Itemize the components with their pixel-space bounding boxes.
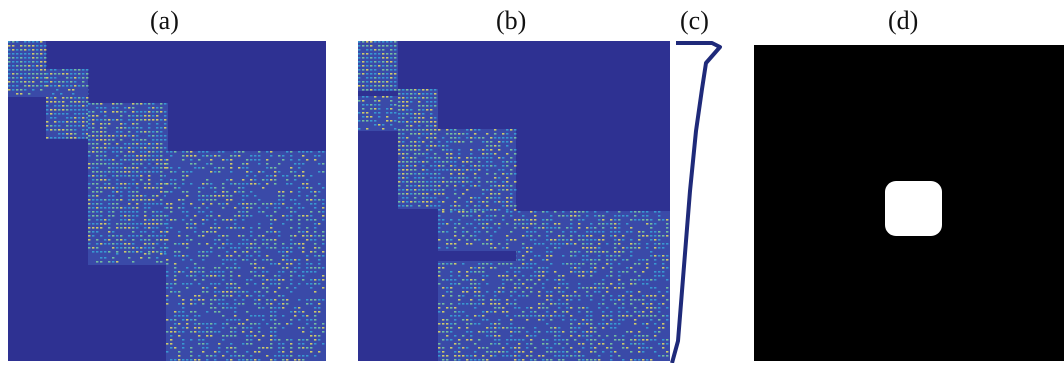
panel-b-heatmap bbox=[358, 41, 670, 361]
block-b-1 bbox=[358, 41, 398, 91]
panel-a-heatmap bbox=[8, 41, 326, 361]
block-a-1 bbox=[8, 41, 47, 89]
block-b-2 bbox=[398, 89, 438, 209]
panel-label-a: (a) bbox=[150, 6, 179, 35]
heatmap-a-svg bbox=[8, 41, 326, 361]
block-b-4 bbox=[438, 129, 517, 215]
mask-square bbox=[885, 181, 942, 236]
block-b-3 bbox=[358, 96, 398, 131]
block-a-3 bbox=[88, 103, 168, 253]
panel-d-mask bbox=[754, 45, 1064, 361]
panel-label-c: (c) bbox=[680, 6, 709, 35]
mask-d-svg bbox=[754, 45, 1064, 361]
panel-c-curve bbox=[668, 41, 728, 363]
block-a-2 bbox=[46, 69, 89, 139]
profile-curve bbox=[670, 41, 722, 363]
band-a-1 bbox=[8, 89, 88, 97]
heatmap-b-svg bbox=[358, 41, 670, 361]
panel-label-d: (d) bbox=[888, 6, 919, 35]
block-b-5 bbox=[438, 211, 670, 361]
block-a-4 bbox=[166, 151, 326, 361]
panel-label-b: (b) bbox=[496, 6, 527, 35]
curve-c-svg bbox=[670, 41, 722, 363]
band-a-2 bbox=[88, 253, 167, 265]
